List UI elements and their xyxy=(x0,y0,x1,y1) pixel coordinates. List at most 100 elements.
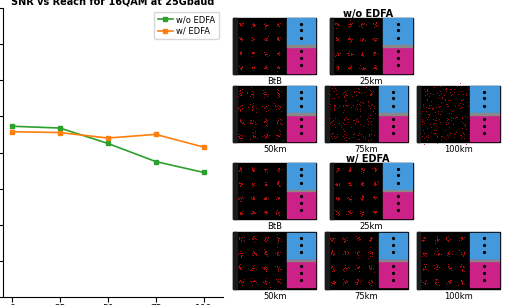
Point xyxy=(424,135,432,139)
Point xyxy=(262,21,270,26)
Point xyxy=(347,52,355,57)
Point xyxy=(274,237,282,242)
Point xyxy=(415,85,423,90)
Point xyxy=(344,195,352,199)
Point xyxy=(261,251,269,256)
Point xyxy=(347,183,355,188)
Point xyxy=(273,249,281,254)
Point xyxy=(353,251,361,256)
Point xyxy=(420,142,428,146)
Point xyxy=(419,238,427,242)
Point xyxy=(259,88,267,93)
Point xyxy=(248,267,256,272)
Point xyxy=(262,252,270,257)
Point xyxy=(237,51,245,56)
Point xyxy=(347,37,355,42)
Point xyxy=(371,65,379,70)
Point xyxy=(436,84,444,88)
Point xyxy=(343,116,351,121)
Point xyxy=(274,269,282,274)
Point xyxy=(332,88,341,93)
Point xyxy=(248,107,256,112)
Point xyxy=(273,65,281,70)
Point xyxy=(345,167,353,172)
Bar xyxy=(379,86,407,113)
Point xyxy=(247,196,256,201)
Point xyxy=(328,268,336,273)
Point xyxy=(334,196,342,201)
Point xyxy=(334,65,343,70)
Point xyxy=(240,234,248,239)
Point xyxy=(418,108,426,113)
Point xyxy=(347,38,355,43)
Point xyxy=(263,252,271,257)
Point xyxy=(370,24,378,29)
Point xyxy=(274,102,282,107)
Point xyxy=(359,89,367,94)
Point xyxy=(445,235,453,240)
Point xyxy=(372,36,380,41)
Point xyxy=(370,105,378,110)
Point xyxy=(342,266,350,271)
Point xyxy=(444,120,452,125)
w/o EDFA xyxy=(57,126,63,130)
Point xyxy=(358,21,366,26)
Point xyxy=(356,106,364,111)
Point xyxy=(353,280,361,285)
Point xyxy=(393,21,402,26)
Point xyxy=(262,196,270,201)
Point xyxy=(275,167,283,171)
Point xyxy=(460,235,468,240)
Point xyxy=(480,103,489,108)
Point xyxy=(366,113,374,117)
Point xyxy=(345,36,353,41)
Bar xyxy=(470,114,499,141)
Point xyxy=(236,180,244,185)
Bar xyxy=(383,190,412,192)
Point xyxy=(334,196,343,201)
Point xyxy=(236,50,244,55)
Point xyxy=(327,264,335,269)
Point xyxy=(264,196,272,201)
Bar xyxy=(325,86,408,142)
Bar xyxy=(287,18,315,45)
Point xyxy=(238,211,246,216)
Point xyxy=(433,91,441,95)
Point xyxy=(262,210,270,215)
Point xyxy=(249,64,257,69)
Point xyxy=(419,266,428,271)
Point xyxy=(357,36,365,41)
Point xyxy=(451,129,460,134)
Point xyxy=(341,263,349,268)
Point xyxy=(442,86,450,91)
Point xyxy=(235,196,243,201)
Point xyxy=(237,254,245,259)
Point xyxy=(249,211,257,216)
Point xyxy=(440,92,448,97)
Point xyxy=(419,118,427,123)
Point xyxy=(239,239,247,243)
Point xyxy=(418,280,427,285)
Point xyxy=(260,266,268,271)
Point xyxy=(431,117,439,122)
Point xyxy=(275,35,284,40)
Point xyxy=(275,93,283,98)
Point xyxy=(237,280,245,285)
Point xyxy=(365,280,374,285)
Point xyxy=(334,210,343,214)
Point xyxy=(344,195,352,200)
Point xyxy=(237,166,245,171)
Point xyxy=(345,51,353,56)
Point xyxy=(432,278,440,282)
Point xyxy=(252,110,260,115)
Point xyxy=(270,100,278,105)
Point xyxy=(274,35,282,40)
Point xyxy=(273,89,281,94)
Point xyxy=(275,168,283,173)
Point xyxy=(332,183,340,188)
Point xyxy=(331,279,340,284)
Point xyxy=(250,195,258,200)
Point xyxy=(236,108,244,113)
Point xyxy=(425,93,433,98)
Point xyxy=(359,181,367,186)
